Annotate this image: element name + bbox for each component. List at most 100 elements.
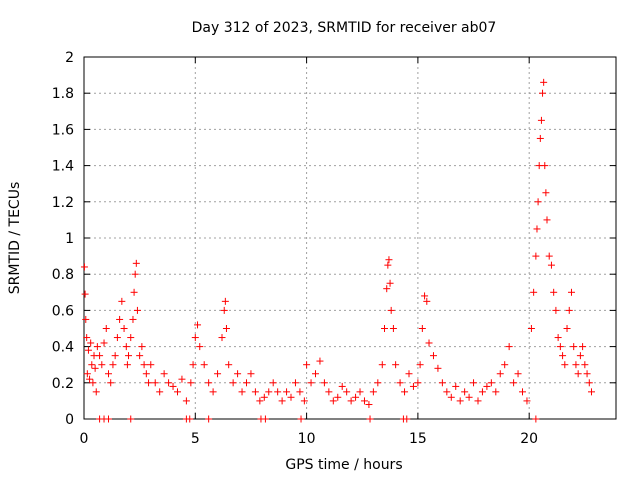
data-point [113, 334, 121, 342]
data-point [242, 379, 250, 387]
axis-ticks: 00.20.40.60.811.21.41.61.820 5 10 15 20 [52, 50, 616, 447]
data-point [169, 382, 177, 390]
data-point [438, 379, 446, 387]
data-point [567, 288, 575, 296]
data-point [287, 393, 295, 401]
data-point [260, 393, 268, 401]
data-point [329, 397, 337, 405]
data-point [142, 370, 150, 378]
y-tick-label: 0.8 [52, 267, 74, 283]
y-tick-label: 1.4 [52, 159, 74, 175]
data-point [165, 379, 173, 387]
data-point [82, 315, 90, 323]
data-point [532, 415, 540, 423]
data-point [320, 379, 328, 387]
data-point [356, 388, 364, 396]
data-point [265, 388, 273, 396]
data-point [191, 334, 199, 342]
y-tick-label: 1.8 [52, 86, 74, 102]
data-point [194, 321, 202, 329]
data-point [120, 325, 128, 332]
data-point [116, 315, 124, 323]
data-point [122, 343, 130, 351]
data-point [540, 78, 548, 86]
x-tick-label: 20 [520, 431, 538, 447]
data-point [218, 334, 226, 342]
data-point [543, 216, 551, 224]
data-point [581, 361, 589, 369]
data-point [510, 379, 518, 387]
data-point [496, 370, 504, 378]
data-point [434, 364, 442, 372]
data-point [338, 382, 346, 390]
data-point [534, 198, 542, 206]
data-point [269, 379, 277, 387]
data-point [542, 189, 550, 197]
data-point [247, 370, 255, 378]
data-point [261, 415, 269, 423]
data-point [487, 379, 495, 387]
data-point [519, 388, 527, 396]
data-point [474, 397, 482, 405]
data-point [392, 361, 400, 369]
data-point [83, 370, 91, 378]
data-point [214, 370, 222, 378]
x-axis-label: GPS time / hours [285, 457, 402, 473]
data-point [225, 361, 233, 369]
data-point [532, 252, 540, 260]
x-tick-label: 10 [298, 431, 316, 447]
data-point [405, 370, 413, 378]
data-point [447, 393, 455, 401]
data-point [160, 370, 168, 378]
data-point [550, 288, 558, 296]
y-tick-label: 0.4 [52, 340, 74, 356]
data-point [196, 343, 204, 351]
data-point [352, 393, 360, 401]
data-point [576, 352, 584, 360]
data-point [107, 379, 115, 387]
data-point [533, 225, 541, 233]
data-point [147, 361, 155, 369]
x-tick-label: 5 [191, 431, 200, 447]
data-point [91, 364, 99, 372]
data-point [209, 388, 217, 396]
data-point [151, 379, 159, 387]
data-point [307, 379, 315, 387]
y-tick-label: 0 [65, 412, 74, 428]
data-point [297, 415, 305, 423]
data-point [100, 339, 108, 347]
data-point [238, 388, 246, 396]
y-tick-label: 1 [65, 231, 74, 247]
data-point [221, 297, 229, 305]
data-point [530, 288, 538, 296]
data-point [465, 393, 473, 401]
data-point [579, 343, 587, 351]
data-point [374, 379, 382, 387]
data-point [311, 370, 319, 378]
data-point [478, 388, 486, 396]
data-point [378, 361, 386, 369]
data-point [96, 352, 104, 360]
data-point [559, 352, 567, 360]
data-point [554, 334, 562, 342]
data-point [570, 343, 578, 351]
data-point [132, 259, 140, 267]
data-point [156, 388, 164, 396]
data-point [88, 361, 96, 369]
data-point [366, 415, 374, 423]
data-point [140, 361, 148, 369]
data-point [381, 325, 389, 332]
data-point [130, 288, 138, 296]
data-point [385, 256, 393, 264]
data-point [401, 388, 409, 396]
data-point [127, 334, 135, 342]
data-point [456, 397, 464, 405]
data-point [396, 379, 404, 387]
data-point [429, 352, 437, 360]
x-tick-label: 15 [409, 431, 427, 447]
data-point [365, 401, 373, 409]
data-point [205, 379, 213, 387]
data-point [505, 343, 513, 351]
data-point [80, 263, 88, 271]
